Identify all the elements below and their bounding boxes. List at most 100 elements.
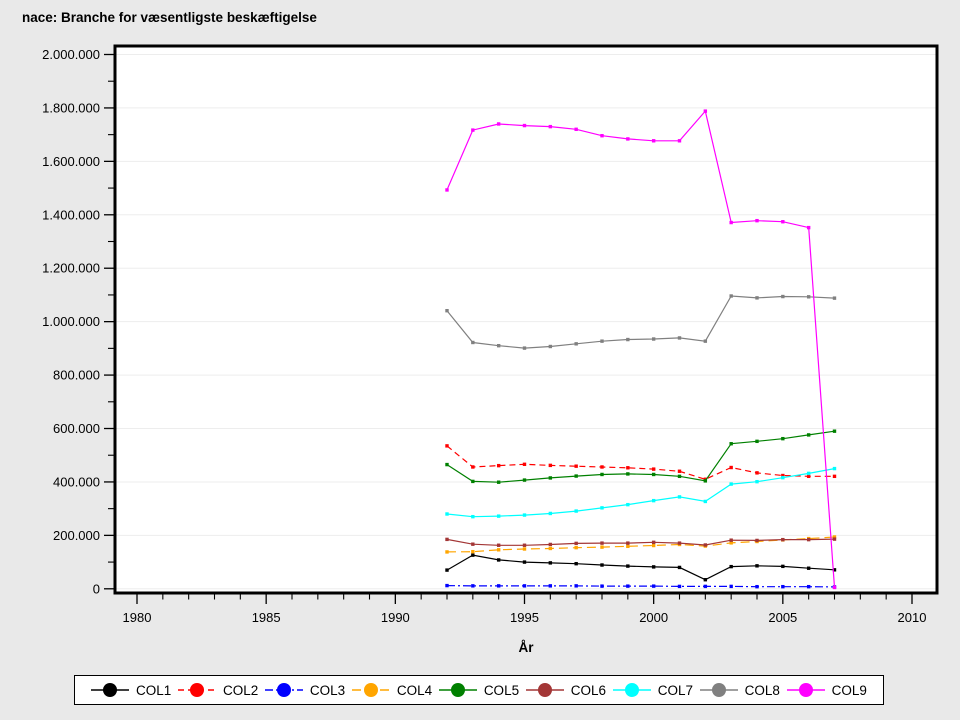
series-col7-marker [677,495,682,499]
legend-label-col4: COL4 [396,682,433,698]
series-col9-marker [445,188,449,192]
series-col9-line [446,109,836,588]
series-col9-marker [755,218,759,223]
series-col2-marker [600,465,604,469]
series-col5-marker [548,476,553,480]
series-col7-marker [522,513,527,517]
series-col8-marker [445,308,449,313]
series-col8-marker [703,339,708,343]
legend-item-col2: COL2 [177,682,259,698]
series-col2-marker [626,466,630,470]
series-col5-marker [677,474,682,479]
series-col9-marker [703,109,708,113]
series-col7-marker [600,506,604,510]
series-col5-marker [755,439,759,444]
series-col8-line [446,295,835,349]
series-col7-line [446,468,835,518]
x-tick-label: 1980 [123,610,152,625]
series-col5-line [446,430,835,483]
legend-marker-col6 [525,683,564,697]
series-col6-marker [600,541,604,545]
series-col1-marker [806,566,811,570]
series-col4-marker [471,549,475,554]
series-col9-marker [574,127,578,132]
legend-item-col8: COL8 [699,682,780,698]
legend-label-col9: COL9 [831,682,867,698]
series-col1-marker [729,564,733,569]
x-tick-label: 2000 [639,610,668,625]
series-col2-marker [574,464,578,468]
series-col1-marker [651,565,656,569]
series-col4-marker [522,547,527,551]
series-col7-marker [574,509,578,513]
series-col3-marker [626,584,630,588]
series-col5-marker [626,472,630,476]
series-col5-marker [781,436,785,441]
series-col1-marker [781,564,785,569]
series-col1-line [446,554,835,581]
series-col5-marker [522,478,527,482]
y-tick-label: 1.200.000 [42,261,100,276]
series-col2-marker [755,471,759,475]
series-col7-marker [781,475,785,480]
series-col5-marker [832,429,837,433]
legend-marker-col2 [177,683,216,697]
series-col4-marker [832,535,837,539]
x-tick-label: 1995 [510,610,539,625]
series-col5-marker [806,433,811,437]
series-col4-marker [651,543,656,548]
series-col3-marker [806,584,811,589]
series-col4-marker [496,548,501,552]
series-col9-marker [677,139,682,143]
series-col3-marker [522,584,527,588]
series-col5-marker [471,479,475,484]
series-col3-marker [755,584,759,589]
series-col4-marker [445,550,449,554]
series-col7-marker [626,502,630,507]
series-col6-marker [445,537,449,542]
legend-label-col1: COL1 [136,682,172,698]
series-col8-marker [677,336,682,340]
series-col5-marker [496,480,501,484]
chart-title: nace: Branche for væsentligste beskæftig… [22,10,317,25]
series-col1-marker [832,568,837,572]
series-col1-marker [471,553,475,557]
series-col5-marker [703,479,708,483]
series-col5-marker [600,472,604,477]
series-col9-marker [522,123,527,128]
series-col3-marker [600,584,604,588]
series-col7-marker [806,471,811,476]
series-col4-marker [600,545,604,549]
series-col6-marker [471,542,475,546]
legend-label-col7: COL7 [657,682,693,698]
series-col9-marker [729,220,733,225]
series-col4-line [446,536,835,553]
series-col2-marker [677,469,682,473]
x-tick-label: 1985 [252,610,281,625]
series-col8-marker [471,340,475,345]
plot-frame [113,44,939,595]
x-tick-label: 2005 [768,610,797,625]
series-col2-marker [522,462,527,467]
legend-item-col7: COL7 [612,682,693,698]
series-col3-line [446,585,835,588]
series-col3-marker [781,584,785,589]
series-col2-marker [548,463,553,468]
series-col6-marker [574,541,578,546]
y-tick-label: 1.000.000 [42,314,100,329]
series-col6-marker [548,542,553,547]
series-col2-marker [781,473,785,478]
series-col6-marker [651,540,656,545]
legend-marker-col5 [438,683,477,697]
y-tick-label: 400.000 [53,474,100,489]
series-col8-marker [729,294,733,298]
series-col9-marker [496,122,501,126]
legend-label-col2: COL2 [222,682,259,698]
y-tick-label: 600.000 [53,421,100,436]
line-chart-canvas: 0 200.000 400.000 600.000 800.000 1.000.000 1.… [42,44,939,655]
series-col4-marker [548,546,553,551]
legend-item-col9: COL9 [786,682,867,698]
legend-item-col3: COL3 [264,682,345,698]
series-col1-marker [496,558,501,562]
